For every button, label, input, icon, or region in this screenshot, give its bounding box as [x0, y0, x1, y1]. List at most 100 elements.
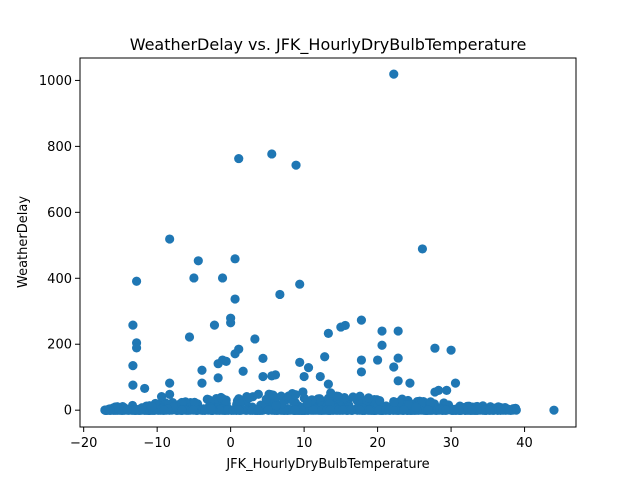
scatter-point [261, 394, 271, 404]
points-layer [100, 69, 559, 415]
scatter-point [302, 398, 313, 408]
scatter-point [346, 405, 356, 415]
scatter-point [165, 378, 175, 388]
scatter-point [156, 392, 167, 402]
scatter-point [388, 405, 398, 415]
scatter-point [184, 332, 195, 342]
scatter-point [393, 326, 403, 336]
scatter-point [485, 405, 495, 415]
scatter-point [303, 363, 314, 373]
scatter-point [221, 356, 231, 366]
scatter-point [373, 355, 383, 365]
scatter-point [393, 353, 403, 363]
scatter-point [389, 69, 399, 79]
scatter-point [267, 149, 277, 159]
scatter-point [215, 405, 225, 415]
scatter-point [189, 273, 199, 283]
scatter-point [377, 326, 387, 336]
scatter-point [291, 390, 301, 400]
scatter-point [217, 273, 228, 283]
scatter-point [417, 244, 428, 254]
scatter-point [450, 378, 461, 388]
scatter-point [213, 359, 223, 369]
scatter-point [122, 405, 132, 415]
scatter-point [238, 366, 248, 376]
y-tick-label: 600 [47, 206, 72, 221]
scatter-point [356, 367, 367, 377]
scatter-point [299, 371, 309, 382]
scatter-point [389, 397, 399, 407]
scatter-point [315, 394, 325, 404]
y-tick-label: 0 [64, 404, 72, 419]
x-tick-label: 0 [226, 436, 234, 451]
scatter-point [364, 405, 374, 415]
x-tick-label: −10 [143, 436, 170, 451]
x-tick-label: 30 [443, 436, 460, 451]
chart-title: WeatherDelay vs. JFK_HourlyDryBulbTemper… [130, 35, 527, 55]
scatter-point [446, 345, 456, 355]
scatter-point [356, 355, 367, 365]
scatter-point [230, 349, 240, 359]
x-tick-label: 10 [296, 436, 313, 451]
scatter-point [389, 362, 399, 372]
scatter-point [399, 405, 409, 415]
scatter-point [234, 153, 244, 164]
scatter-point [159, 405, 169, 415]
scatter-point [263, 405, 273, 415]
scatter-point [288, 397, 299, 407]
scatter-point [377, 340, 387, 350]
scatter-point [364, 393, 374, 403]
scatter-point [320, 352, 330, 362]
scatter-point [290, 405, 300, 415]
y-tick-label: 200 [47, 338, 72, 353]
scatter-point [503, 404, 513, 414]
x-tick-label: −20 [70, 436, 97, 451]
scatter-point [271, 401, 281, 411]
x-tick-label: 40 [516, 436, 533, 451]
scatter-point [137, 403, 147, 413]
scatter-point [393, 376, 403, 386]
scatter-point [193, 256, 203, 266]
y-axis-ticks: 0 200 400 600 800 1000 [39, 74, 80, 419]
y-tick-label: 1000 [39, 74, 72, 89]
scatter-point [430, 343, 440, 353]
scatter-point [405, 378, 415, 388]
scatter-point [355, 405, 365, 415]
scatter-point [323, 379, 333, 389]
scatter-point [140, 383, 150, 394]
scatter-point [226, 318, 236, 328]
scatter-point [197, 378, 207, 388]
scatter-point [258, 371, 268, 382]
scatter-point [209, 320, 220, 330]
scatter-point [356, 315, 367, 325]
plot-frame [79, 57, 577, 428]
scatter-point [323, 328, 333, 338]
scatter-point [275, 289, 285, 300]
scatter-point [234, 405, 244, 415]
scatter-point [291, 160, 301, 170]
y-tick-label: 400 [47, 272, 72, 287]
scatter-point [411, 402, 421, 412]
scatter-point [425, 397, 436, 407]
scatter-point [268, 390, 278, 400]
scatter-point [308, 405, 318, 415]
scatter-point [375, 396, 385, 406]
scatter-point [165, 389, 175, 399]
scatter-point [467, 405, 477, 415]
scatter-point [197, 365, 207, 375]
scatter-point [165, 234, 175, 244]
scatter-point [213, 373, 223, 383]
scatter-point [230, 254, 240, 264]
scatter-point [374, 405, 384, 415]
scatter-point [128, 320, 138, 330]
scatter-point [230, 294, 240, 304]
scatter-point [430, 387, 440, 397]
scatter-point [423, 405, 433, 415]
scatter-point [244, 393, 254, 403]
scatter-point [315, 371, 325, 382]
scatter-point [128, 361, 138, 371]
scatter-point [258, 353, 268, 364]
scatter-point [250, 334, 260, 344]
scatter-point [326, 388, 336, 398]
